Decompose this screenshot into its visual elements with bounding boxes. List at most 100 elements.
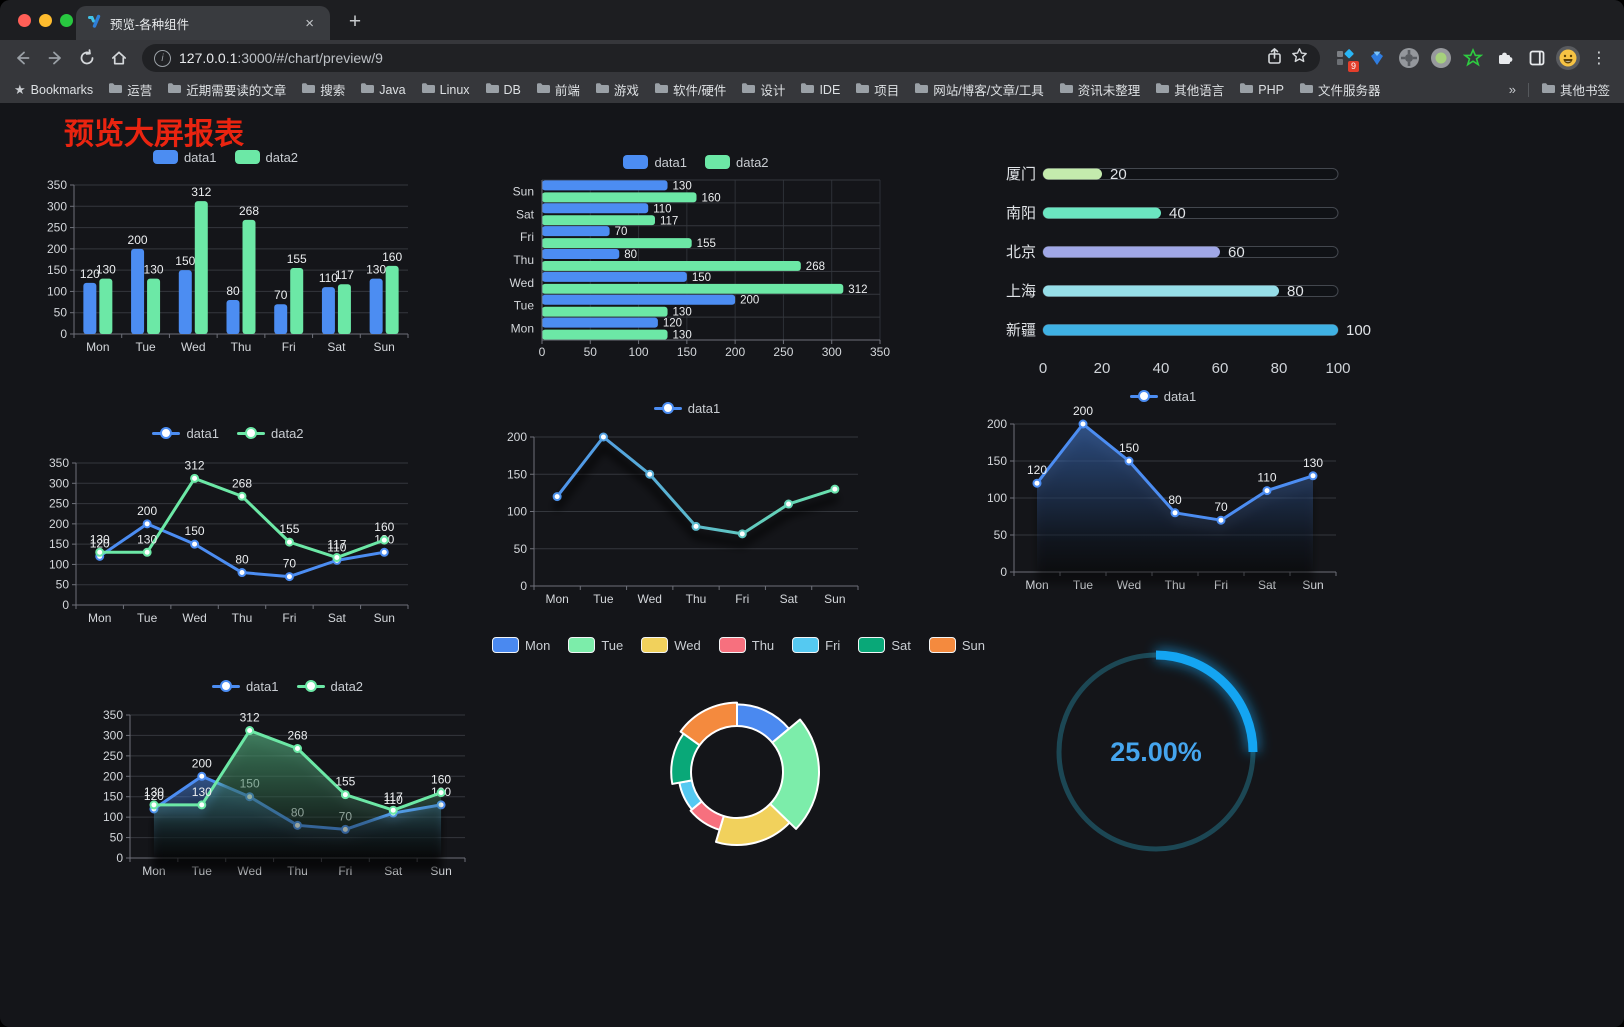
bar[interactable] [542, 226, 610, 237]
data-point[interactable] [95, 547, 105, 557]
side-panel-icon[interactable] [1524, 45, 1550, 71]
legend-item[interactable]: data2 [234, 150, 298, 165]
legend-item[interactable]: data1 [653, 401, 720, 416]
browser-tab[interactable]: 预览-各种组件 × [76, 6, 330, 40]
bookmark-folder[interactable]: Java [360, 82, 406, 97]
bookmark-folder[interactable]: 软件/硬件 [654, 80, 726, 99]
bookmarks-overflow-button[interactable]: » [1508, 82, 1516, 97]
bar[interactable] [274, 304, 288, 334]
bar[interactable] [542, 215, 655, 226]
new-tab-button[interactable]: + [340, 7, 370, 37]
progress-fill[interactable] [1043, 168, 1102, 180]
bookmark-folder[interactable]: DB [485, 82, 521, 97]
legend-item[interactable]: data1 [211, 679, 279, 694]
legend-item[interactable]: data2 [296, 679, 363, 694]
bar[interactable] [226, 299, 240, 334]
bookmark-star-icon[interactable] [1291, 47, 1308, 69]
pie-slice[interactable] [769, 718, 820, 830]
bar[interactable] [542, 261, 801, 271]
site-info-icon[interactable]: i [154, 49, 171, 67]
address-bar[interactable]: i 127.0.0.1:3000/#/chart/preview/9 [142, 44, 1320, 72]
gauge-arc[interactable] [1155, 650, 1258, 753]
progress-fill[interactable] [1043, 285, 1279, 297]
bookmark-folder[interactable]: 前端 [536, 80, 580, 99]
legend-item[interactable]: Tue [568, 637, 623, 653]
other-bookmarks-folder[interactable]: 其他书签 [1541, 80, 1610, 99]
close-window-button[interactable] [18, 14, 31, 27]
legend-item[interactable]: Wed [641, 637, 701, 653]
bookmark-folder[interactable]: 运营 [108, 80, 152, 99]
chrome-menu-button[interactable]: ⋮ [1591, 50, 1607, 67]
bar[interactable] [99, 278, 113, 334]
legend-item[interactable]: Thu [718, 637, 774, 653]
bar[interactable] [542, 283, 844, 294]
chart-canvas[interactable]: 厦门 20 南阳 40 北京 60 上海 80 新疆 100 0 20 40 60 80 100 [998, 155, 1371, 385]
legend-item[interactable]: data1 [623, 155, 687, 170]
pie-slice[interactable] [678, 779, 703, 811]
home-button[interactable] [104, 43, 134, 73]
legend-item[interactable]: Sun [928, 637, 985, 653]
single-area-chart[interactable]: data1 0 50 100 150 200 Mon Tue Wed Thu Fri Sat Sun 1… [982, 386, 1344, 594]
data-point[interactable] [293, 744, 302, 754]
bar[interactable] [542, 192, 697, 203]
bar[interactable] [542, 203, 649, 214]
bookmark-folder[interactable]: PHP [1239, 82, 1284, 97]
pie-slice[interactable] [714, 802, 791, 846]
legend-item[interactable]: data1 [152, 150, 217, 165]
wheel-extension-icon[interactable] [1396, 45, 1422, 71]
bar[interactable] [542, 306, 668, 317]
bar[interactable] [542, 271, 687, 282]
data-point[interactable] [190, 539, 200, 549]
bar[interactable] [321, 287, 335, 334]
data-point[interactable] [197, 771, 207, 781]
data-point[interactable] [598, 432, 608, 442]
data-point[interactable] [245, 726, 255, 736]
data-point[interactable] [284, 572, 294, 582]
bar[interactable] [385, 265, 399, 334]
bookmark-folder[interactable]: 设计 [741, 80, 785, 99]
data-point[interactable] [1124, 456, 1134, 466]
url-text[interactable]: 127.0.0.1:3000/#/chart/preview/9 [179, 50, 383, 66]
bookmark-folder[interactable]: 搜索 [301, 80, 345, 99]
grouped-bar-chart[interactable]: data1 data2 0 50 100 150 200 250 300 350 Mon Tue We… [38, 147, 413, 362]
bookmark-folder[interactable]: 网站/博客/文章/工具 [914, 80, 1044, 99]
data-point[interactable] [340, 790, 350, 800]
data-point[interactable] [237, 568, 247, 578]
bar[interactable] [178, 270, 192, 334]
bookmark-folder[interactable]: 近期需要读的文章 [167, 80, 286, 99]
data-point[interactable] [1032, 478, 1042, 488]
bar[interactable] [83, 282, 97, 334]
bar[interactable] [542, 294, 736, 305]
legend-item[interactable]: data1 [152, 426, 219, 441]
data-point[interactable] [436, 788, 446, 798]
bookmark-folder[interactable]: 文件服务器 [1299, 80, 1380, 99]
bar[interactable] [542, 249, 620, 259]
data-point[interactable] [332, 553, 342, 563]
bar[interactable] [194, 201, 208, 334]
progress-bar-chart[interactable]: 厦门 20 南阳 40 北京 60 上海 80 新疆 100 0 20 40 60 80 100 [998, 155, 1371, 385]
bar[interactable] [131, 248, 145, 334]
gem-extension-icon[interactable] [1364, 45, 1390, 71]
grid-extension-icon[interactable]: 9 [1332, 45, 1359, 72]
green-dot-extension-icon[interactable] [1428, 45, 1454, 71]
data-point[interactable] [552, 492, 562, 502]
data-point[interactable] [1308, 471, 1318, 481]
bar[interactable] [242, 219, 256, 334]
bar[interactable] [542, 238, 692, 249]
data-point[interactable] [737, 529, 747, 539]
bookmark-folder[interactable]: 其他语言 [1155, 80, 1224, 99]
data-point[interactable] [1216, 515, 1226, 525]
pie-slice[interactable] [679, 701, 738, 747]
dual-line-chart[interactable]: data1 data2 0 50 100 150 200 250 300 350 Mon Tue We… [42, 423, 414, 635]
data-point[interactable] [1078, 419, 1088, 429]
bookmark-folder[interactable]: 资讯未整理 [1059, 80, 1140, 99]
bar[interactable] [542, 329, 668, 340]
data-point[interactable] [645, 469, 655, 479]
data-point[interactable] [379, 535, 389, 545]
bar[interactable] [369, 278, 383, 334]
